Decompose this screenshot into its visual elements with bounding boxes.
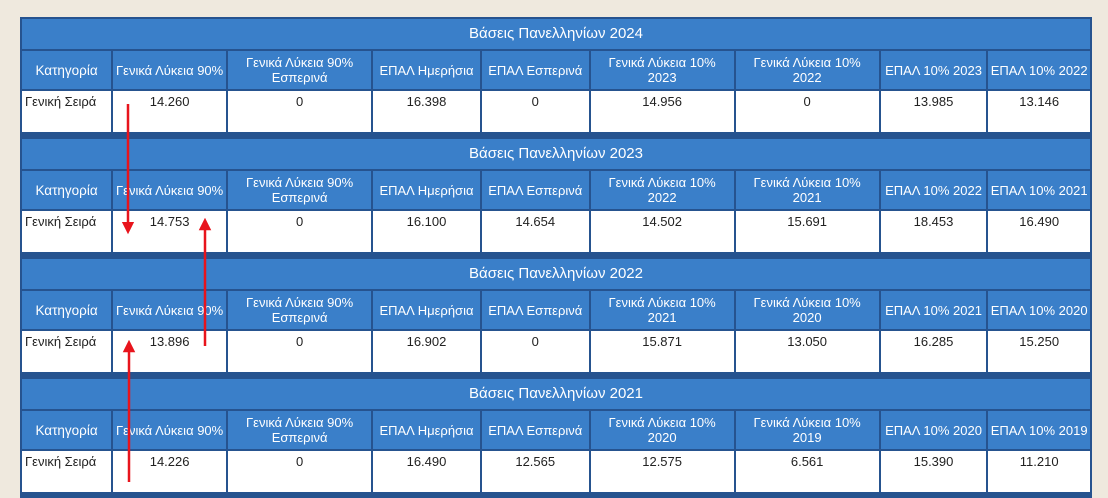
score-cell: 15.871 xyxy=(590,331,734,372)
column-header: ΕΠΑΛ 10% 2021 xyxy=(988,171,1090,209)
scores-table: Κατηγορία Γενικά Λύκεια 90% Γενικά Λύκεια … xyxy=(20,409,1092,494)
column-header: Κατηγορία xyxy=(22,171,112,209)
score-cell: 16.100 xyxy=(373,211,480,252)
column-header: Γενικά Λύκεια 10% 2020 xyxy=(735,291,879,329)
category-cell: Γενική Σειρά xyxy=(22,91,112,132)
column-header: ΕΠΑΛ 10% 2022 xyxy=(880,171,987,209)
column-header: ΕΠΑΛ 10% 2020 xyxy=(880,411,987,449)
score-cell: 6.561 xyxy=(735,451,879,492)
column-header: Γενικά Λύκεια 10% 2022 xyxy=(590,171,734,209)
scores-block: Βάσεις Πανελληνίων 2022 Κατηγορία Γενικά Λ… xyxy=(22,259,1090,374)
block-title: Βάσεις Πανελληνίων 2024 xyxy=(22,19,1090,49)
column-header: ΕΠΑΛ Εσπερινά xyxy=(481,411,589,449)
column-header: Γενικά Λύκεια 10% 2021 xyxy=(590,291,734,329)
score-cell: 11.210 xyxy=(988,451,1090,492)
table-row: Γενική Σειρά 14.226 0 16.490 12.565 12.575 6.5… xyxy=(22,451,1090,492)
column-header: ΕΠΑΛ 10% 2021 xyxy=(880,291,987,329)
column-header: Γενικά Λύκεια 90% xyxy=(113,171,227,209)
column-header: Γενικά Λύκεια 90% xyxy=(113,411,227,449)
score-cell: 0 xyxy=(228,331,372,372)
category-cell: Γενική Σειρά xyxy=(22,331,112,372)
scores-block: Βάσεις Πανελληνίων 2021 Κατηγορία Γενικά Λ… xyxy=(22,379,1090,494)
score-cell: 14.226 xyxy=(113,451,227,492)
scores-table: Κατηγορία Γενικά Λύκεια 90% Γενικά Λύκεια … xyxy=(20,289,1092,374)
scores-block: Βάσεις Πανελληνίων 2024 Κατηγορία Γενικά Λ… xyxy=(22,19,1090,134)
column-header: Γενικά Λύκεια 90% Εσπερινά xyxy=(228,291,372,329)
column-header: Γενικά Λύκεια 10% 2020 xyxy=(590,411,734,449)
score-cell: 13.896 xyxy=(113,331,227,372)
score-cell: 16.490 xyxy=(988,211,1090,252)
header-row: Κατηγορία Γενικά Λύκεια 90% Γενικά Λύκεια … xyxy=(22,291,1090,329)
column-header: Κατηγορία xyxy=(22,411,112,449)
column-header: ΕΠΑΛ Ημερήσια xyxy=(373,291,480,329)
score-cell: 0 xyxy=(481,331,589,372)
table-row: Γενική Σειρά 14.753 0 16.100 14.654 14.502 15.… xyxy=(22,211,1090,252)
block-title: Βάσεις Πανελληνίων 2021 xyxy=(22,379,1090,409)
column-header: Κατηγορία xyxy=(22,51,112,89)
score-cell: 14.753 xyxy=(113,211,227,252)
score-cell: 14.654 xyxy=(481,211,589,252)
scores-table: Κατηγορία Γενικά Λύκεια 90% Γενικά Λύκεια … xyxy=(20,49,1092,134)
column-header: ΕΠΑΛ 10% 2023 xyxy=(880,51,987,89)
column-header: ΕΠΑΛ 10% 2022 xyxy=(988,51,1090,89)
scores-table: Κατηγορία Γενικά Λύκεια 90% Γενικά Λύκεια … xyxy=(20,169,1092,254)
header-row: Κατηγορία Γενικά Λύκεια 90% Γενικά Λύκεια … xyxy=(22,171,1090,209)
score-cell: 13.985 xyxy=(880,91,987,132)
block-title: Βάσεις Πανελληνίων 2023 xyxy=(22,139,1090,169)
score-cell: 14.502 xyxy=(590,211,734,252)
column-header: ΕΠΑΛ Εσπερινά xyxy=(481,171,589,209)
score-cell: 16.285 xyxy=(880,331,987,372)
column-header: Κατηγορία xyxy=(22,291,112,329)
score-cell: 13.050 xyxy=(735,331,879,372)
column-header: Γενικά Λύκεια 90% Εσπερινά xyxy=(228,51,372,89)
score-cell: 12.565 xyxy=(481,451,589,492)
column-header: Γενικά Λύκεια 10% 2023 xyxy=(590,51,734,89)
column-header: ΕΠΑΛ 10% 2019 xyxy=(988,411,1090,449)
scores-container: Βάσεις Πανελληνίων 2024 Κατηγορία Γενικά Λ… xyxy=(20,17,1092,498)
score-cell: 0 xyxy=(228,451,372,492)
header-row: Κατηγορία Γενικά Λύκεια 90% Γενικά Λύκεια … xyxy=(22,51,1090,89)
column-header: ΕΠΑΛ Ημερήσια xyxy=(373,51,480,89)
table-row: Γενική Σειρά 13.896 0 16.902 0 15.871 13.050 16… xyxy=(22,331,1090,372)
block-title: Βάσεις Πανελληνίων 2022 xyxy=(22,259,1090,289)
column-header: ΕΠΑΛ Ημερήσια xyxy=(373,171,480,209)
column-header: Γενικά Λύκεια 10% 2021 xyxy=(735,171,879,209)
score-cell: 15.250 xyxy=(988,331,1090,372)
score-cell: 0 xyxy=(481,91,589,132)
category-cell: Γενική Σειρά xyxy=(22,451,112,492)
category-cell: Γενική Σειρά xyxy=(22,211,112,252)
column-header: Γενικά Λύκεια 10% 2019 xyxy=(735,411,879,449)
score-cell: 16.398 xyxy=(373,91,480,132)
score-cell: 14.260 xyxy=(113,91,227,132)
column-header: ΕΠΑΛ Εσπερινά xyxy=(481,291,589,329)
scores-block: Βάσεις Πανελληνίων 2023 Κατηγορία Γενικά Λ… xyxy=(22,139,1090,254)
score-cell: 0 xyxy=(228,211,372,252)
score-cell: 14.956 xyxy=(590,91,734,132)
score-cell: 16.902 xyxy=(373,331,480,372)
column-header: Γενικά Λύκεια 90% xyxy=(113,291,227,329)
column-header: ΕΠΑΛ Ημερήσια xyxy=(373,411,480,449)
score-cell: 0 xyxy=(228,91,372,132)
score-cell: 16.490 xyxy=(373,451,480,492)
score-cell: 15.691 xyxy=(735,211,879,252)
column-header: Γενικά Λύκεια 10% 2022 xyxy=(735,51,879,89)
column-header: ΕΠΑΛ Εσπερινά xyxy=(481,51,589,89)
header-row: Κατηγορία Γενικά Λύκεια 90% Γενικά Λύκεια … xyxy=(22,411,1090,449)
score-cell: 18.453 xyxy=(880,211,987,252)
column-header: Γενικά Λύκεια 90% Εσπερινά xyxy=(228,411,372,449)
column-header: ΕΠΑΛ 10% 2020 xyxy=(988,291,1090,329)
score-cell: 0 xyxy=(735,91,879,132)
column-header: Γενικά Λύκεια 90% Εσπερινά xyxy=(228,171,372,209)
score-cell: 12.575 xyxy=(590,451,734,492)
score-cell: 15.390 xyxy=(880,451,987,492)
column-header: Γενικά Λύκεια 90% xyxy=(113,51,227,89)
score-cell: 13.146 xyxy=(988,91,1090,132)
table-row: Γενική Σειρά 14.260 0 16.398 0 14.956 0 13.985 1… xyxy=(22,91,1090,132)
